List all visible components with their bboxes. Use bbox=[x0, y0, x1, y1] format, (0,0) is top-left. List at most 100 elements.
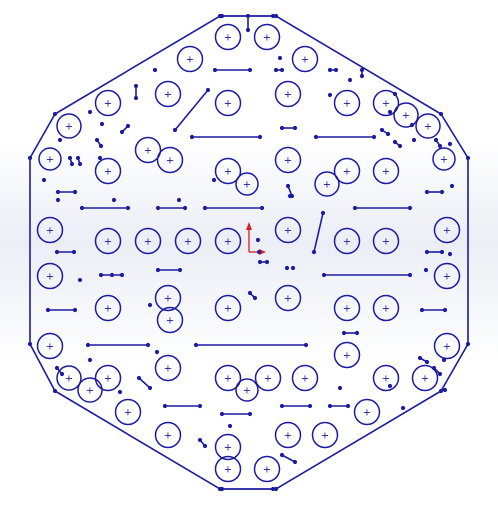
slot-endpoint bbox=[133, 95, 139, 101]
hole-circle bbox=[372, 157, 400, 185]
hole-center-mark: + bbox=[424, 122, 432, 133]
slot-line bbox=[138, 377, 151, 389]
hole-circle bbox=[253, 455, 281, 483]
sketch-point bbox=[423, 267, 429, 273]
slot-endpoint bbox=[193, 342, 199, 348]
hole-center-mark: + bbox=[421, 374, 429, 385]
hole-center-mark: + bbox=[164, 90, 172, 101]
hole-circle bbox=[154, 80, 182, 108]
hole-circle bbox=[134, 136, 162, 164]
sketch-point bbox=[87, 109, 93, 115]
sketch-point bbox=[277, 55, 283, 61]
hole-circle bbox=[176, 45, 204, 73]
slot-endpoint bbox=[359, 73, 365, 79]
slot-endpoint bbox=[145, 342, 151, 348]
hole-center-mark: + bbox=[46, 155, 54, 166]
hole-circle bbox=[154, 354, 182, 382]
slot-endpoint bbox=[257, 259, 263, 265]
hole-circle bbox=[291, 364, 319, 392]
sketch-point bbox=[255, 237, 261, 243]
slot-endpoint bbox=[307, 403, 313, 409]
hole-circle bbox=[274, 216, 302, 244]
hole-circle bbox=[372, 364, 400, 392]
hole-circle bbox=[372, 227, 400, 255]
sketch-point bbox=[290, 265, 296, 271]
hole-circle bbox=[56, 113, 82, 139]
hole-circle bbox=[311, 421, 339, 449]
slot-endpoint bbox=[439, 189, 445, 195]
slot-endpoint bbox=[433, 137, 439, 143]
hole-center-mark: + bbox=[264, 374, 272, 385]
origin-point bbox=[257, 250, 261, 254]
hole-center-mark: + bbox=[164, 364, 172, 375]
hole-circle bbox=[114, 398, 142, 426]
slot-endpoint bbox=[303, 342, 309, 348]
slot-endpoint bbox=[45, 307, 51, 313]
slot-endpoint bbox=[442, 307, 448, 313]
hole-circle bbox=[77, 377, 103, 403]
sketch-point bbox=[227, 423, 233, 429]
slot-endpoint bbox=[189, 134, 195, 140]
slot-endpoint bbox=[327, 67, 333, 73]
origin-y-arrow-icon bbox=[246, 222, 252, 230]
hole-circle bbox=[94, 364, 122, 392]
hole-circle bbox=[372, 89, 400, 117]
slot-endpoint bbox=[259, 205, 265, 211]
slot-endpoint bbox=[136, 375, 142, 381]
hole-center-mark: + bbox=[224, 237, 232, 248]
sketch-point bbox=[337, 385, 343, 391]
slot-endpoint bbox=[202, 205, 208, 211]
hole-circle bbox=[214, 23, 242, 51]
sketch-point bbox=[117, 389, 123, 395]
hole-center-mark: + bbox=[166, 316, 174, 327]
slot-endpoint bbox=[264, 259, 270, 265]
slot-endpoint bbox=[345, 403, 351, 409]
slot-endpoint bbox=[321, 272, 327, 278]
slot-endpoint bbox=[437, 143, 443, 149]
hole-circle bbox=[94, 227, 122, 255]
hole-center-mark: + bbox=[440, 155, 448, 166]
hole-circle bbox=[253, 23, 281, 51]
slot-endpoint bbox=[182, 205, 188, 211]
sketch-point bbox=[97, 155, 103, 161]
sketch-point bbox=[465, 341, 471, 347]
hole-circle bbox=[156, 306, 184, 334]
hole-center-mark: + bbox=[284, 156, 292, 167]
hole-center-mark: + bbox=[301, 55, 309, 66]
hole-center-mark: + bbox=[321, 431, 329, 442]
hole-center-mark: + bbox=[104, 237, 112, 248]
hole-circle bbox=[333, 157, 361, 185]
slot-endpoint bbox=[219, 486, 225, 492]
hole-center-mark: + bbox=[166, 156, 174, 167]
hole-circle bbox=[274, 421, 302, 449]
hole-center-mark: + bbox=[104, 304, 112, 315]
hole-center-mark: + bbox=[443, 342, 451, 353]
slot-endpoint bbox=[212, 67, 218, 73]
slot-endpoint bbox=[98, 143, 104, 149]
hole-center-mark: + bbox=[224, 304, 232, 315]
sketch-point bbox=[57, 137, 63, 143]
slot-endpoint bbox=[125, 205, 131, 211]
sketch-point bbox=[387, 109, 393, 115]
sketch-point bbox=[449, 183, 455, 189]
hole-center-mark: + bbox=[343, 167, 351, 178]
hole-circle bbox=[214, 227, 242, 255]
sketch-point bbox=[55, 197, 61, 203]
hole-center-mark: + bbox=[46, 226, 54, 237]
hole-circle bbox=[154, 421, 182, 449]
hole-center-mark: + bbox=[443, 272, 451, 283]
slot-line bbox=[281, 454, 296, 463]
hole-circle bbox=[36, 332, 64, 360]
slot-endpoint bbox=[71, 249, 77, 255]
hole-center-mark: + bbox=[224, 33, 232, 44]
hole-circle bbox=[38, 147, 62, 171]
hole-center-mark: + bbox=[144, 237, 152, 248]
slot-endpoint bbox=[311, 249, 317, 255]
sketch-point bbox=[87, 357, 93, 363]
hole-center-mark: + bbox=[224, 374, 232, 385]
sketch-point bbox=[273, 486, 279, 492]
hole-center-mark: + bbox=[104, 167, 112, 178]
hole-center-mark: + bbox=[284, 294, 292, 305]
hole-circle bbox=[214, 455, 242, 483]
